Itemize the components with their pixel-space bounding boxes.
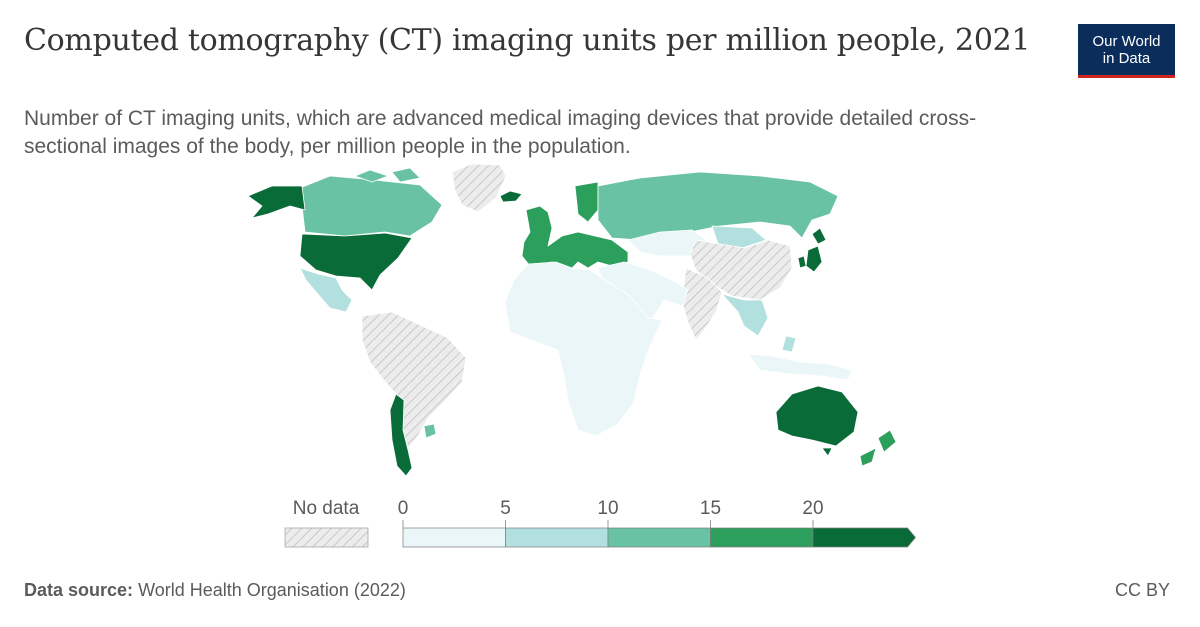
region-shape-indonesia[interactable] [747, 353, 853, 381]
legend-no-data-swatch [284, 527, 369, 548]
license-label[interactable]: CC BY [1114, 580, 1170, 600]
region-canada[interactable] [299, 167, 443, 237]
region-japan[interactable] [805, 227, 827, 273]
region-shape-south-korea[interactable] [797, 255, 807, 269]
legend-tick-label-0: 0 [398, 498, 409, 519]
legend-tick-label-4: 20 [802, 498, 823, 519]
region-south-america[interactable] [361, 311, 467, 449]
region-chile[interactable] [389, 393, 413, 477]
chart-subtitle: Number of CT imaging units, which are ad… [24, 107, 977, 158]
region-shape-new-zealand[interactable] [877, 429, 897, 453]
region-europe[interactable] [521, 181, 629, 271]
region-shape-southeast-asia-1[interactable] [781, 335, 797, 353]
owid-logo[interactable]: Our World in Data [1078, 24, 1175, 78]
region-shape-africa[interactable] [504, 261, 663, 437]
region-shape-canada[interactable] [299, 175, 443, 237]
region-shape-mexico[interactable] [299, 267, 353, 313]
region-shape-europe-1[interactable] [574, 181, 599, 223]
map-legend: No data 0 5 10 15 20 [284, 498, 916, 548]
region-shape-new-zealand-1[interactable] [859, 447, 877, 467]
legend-bin-3[interactable] [710, 527, 814, 548]
region-shape-japan-1[interactable] [811, 227, 827, 245]
legend-tick-label-1: 5 [500, 498, 511, 519]
region-africa[interactable] [504, 261, 663, 437]
logo-line-1: Our World [1092, 33, 1161, 50]
legend-bin-2[interactable] [607, 527, 711, 548]
region-shape-australia-1[interactable] [821, 447, 833, 457]
region-shape-canada-1[interactable] [354, 169, 389, 183]
region-shape-canada-2[interactable] [391, 167, 421, 183]
region-alaska[interactable] [247, 185, 306, 219]
region-shape-india[interactable] [681, 267, 723, 341]
region-shape-southeast-asia[interactable] [721, 293, 769, 337]
region-australia[interactable] [775, 385, 859, 457]
region-india[interactable] [681, 267, 723, 341]
region-shape-chile[interactable] [389, 393, 413, 477]
region-shape-japan[interactable] [805, 245, 823, 273]
logo-line-2: in Data [1102, 50, 1151, 67]
region-new-zealand[interactable] [859, 429, 897, 467]
chart-title: Computed tomography (CT) imaging units p… [24, 23, 1031, 58]
region-mexico[interactable] [299, 267, 353, 313]
region-shape-united-states[interactable] [299, 232, 413, 291]
region-shape-uruguay[interactable] [423, 423, 437, 439]
legend-tick-label-2: 10 [597, 498, 618, 519]
data-source-label: Data source: [24, 580, 134, 600]
region-shape-mongolia[interactable] [711, 225, 767, 249]
data-source: Data source: World Health Organisation (… [24, 580, 406, 601]
legend-no-data-label: No data [293, 498, 360, 519]
region-southeast-asia[interactable] [721, 293, 797, 353]
region-shape-australia[interactable] [775, 385, 859, 447]
region-shape-greenland[interactable] [451, 163, 507, 213]
region-shape-alaska[interactable] [247, 185, 306, 219]
region-shape-iceland[interactable] [499, 190, 523, 203]
region-shape-south-america[interactable] [361, 311, 467, 449]
region-south-korea[interactable] [797, 255, 807, 269]
region-iceland[interactable] [499, 190, 523, 203]
legend-bin-0[interactable] [402, 527, 506, 548]
region-united-states[interactable] [299, 232, 413, 291]
data-source-text: World Health Organisation (2022) [138, 580, 406, 600]
legend-bin-1[interactable] [505, 527, 609, 548]
region-indonesia[interactable] [747, 353, 853, 381]
region-uruguay[interactable] [423, 423, 437, 439]
region-mongolia[interactable] [711, 225, 767, 249]
legend-bin-4[interactable] [812, 527, 916, 548]
legend-tick-label-3: 15 [700, 498, 721, 519]
region-greenland[interactable] [451, 163, 507, 213]
